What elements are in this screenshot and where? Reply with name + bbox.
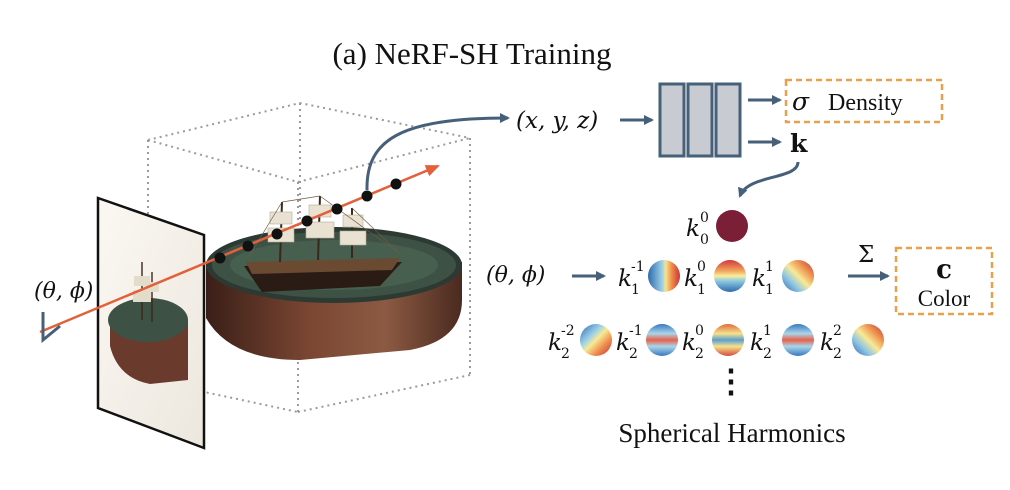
- coef-sub: 2: [763, 346, 772, 362]
- coef-base: k: [752, 266, 766, 292]
- coef-k2m2: k -2 2: [548, 323, 575, 362]
- sh-sphere-l2-m0: [712, 324, 744, 356]
- sh-sphere-l2-m-1: [646, 324, 678, 356]
- coef-base: k: [684, 266, 698, 292]
- coef-sup: 2: [833, 323, 842, 339]
- sh-sphere-l2-m2: [852, 324, 884, 356]
- coef-sup: -1: [631, 259, 645, 275]
- coef-sup: 0: [695, 323, 704, 339]
- coef-k1m1: k -1 1: [618, 259, 645, 298]
- coef-k21: k 1 2: [750, 323, 772, 362]
- coef-sub: 2: [561, 346, 570, 362]
- mlp-network: [658, 82, 742, 158]
- coef-k00: k 0 0: [686, 210, 709, 248]
- coef-sub: 2: [833, 346, 842, 362]
- coef-sub: 0: [700, 232, 709, 248]
- view-direction-label-right: (θ, ϕ): [486, 263, 545, 288]
- camera-eye-icon: [41, 312, 61, 344]
- coef-sub: 2: [695, 346, 704, 362]
- sh-sphere-l1-m0: [714, 260, 746, 292]
- coef-sup: 0: [697, 259, 706, 275]
- title: (a) NeRF-SH Training: [332, 36, 611, 71]
- coef-sup: -2: [561, 323, 575, 339]
- density-label: Density: [828, 90, 903, 116]
- coef-k10: k 0 1: [684, 259, 706, 298]
- coef-k20: k 0 2: [682, 323, 704, 362]
- coef-sub: 1: [765, 282, 774, 298]
- color-label: Color: [918, 286, 971, 311]
- coef-sup: 1: [763, 323, 772, 339]
- density-box: [784, 78, 944, 124]
- coef-sup: 1: [765, 259, 774, 275]
- sigma-symbol: σ: [792, 87, 810, 116]
- ship-scene: [206, 195, 462, 360]
- coef-base: k: [682, 330, 696, 356]
- sample-to-input-arrow: [365, 113, 510, 191]
- sample-points: [214, 178, 402, 264]
- sh-caption: Spherical Harmonics: [618, 418, 845, 448]
- coef-k2m1: k -1 2: [616, 323, 643, 362]
- coef-k22: k 2 2: [820, 323, 842, 362]
- coef-sub: 2: [629, 346, 638, 362]
- coef-sub: 1: [697, 282, 706, 298]
- coef-base: k: [686, 216, 700, 242]
- color-box: [894, 246, 994, 316]
- k-to-sh-arrow: [738, 161, 800, 198]
- sh-sphere-l1-m1: [782, 260, 814, 292]
- coef-base: k: [616, 330, 630, 356]
- coef-base: k: [820, 330, 834, 356]
- position-input-label: (x, y, z): [516, 108, 598, 134]
- image-plane: [96, 196, 206, 450]
- coef-base: k: [750, 330, 764, 356]
- coef-k11: k 1 1: [752, 259, 774, 298]
- coef-sub: 1: [631, 282, 640, 298]
- k-vector-label: k: [790, 129, 808, 158]
- sh-sphere-l1-m-1: [648, 260, 680, 292]
- sh-sphere-l0: [716, 210, 748, 242]
- view-direction-label-left: (θ, ϕ): [34, 279, 93, 304]
- coef-sup: 0: [700, 210, 709, 226]
- sum-symbol: Σ: [858, 242, 874, 268]
- coef-sup: -1: [629, 323, 643, 339]
- coef-base: k: [618, 266, 632, 292]
- sh-sphere-l2-m1: [782, 324, 814, 356]
- more-orders-ellipsis: ⋮: [715, 362, 747, 400]
- color-symbol: c: [936, 255, 952, 285]
- coef-base: k: [548, 330, 562, 356]
- sh-sphere-l2-m-2: [580, 324, 612, 356]
